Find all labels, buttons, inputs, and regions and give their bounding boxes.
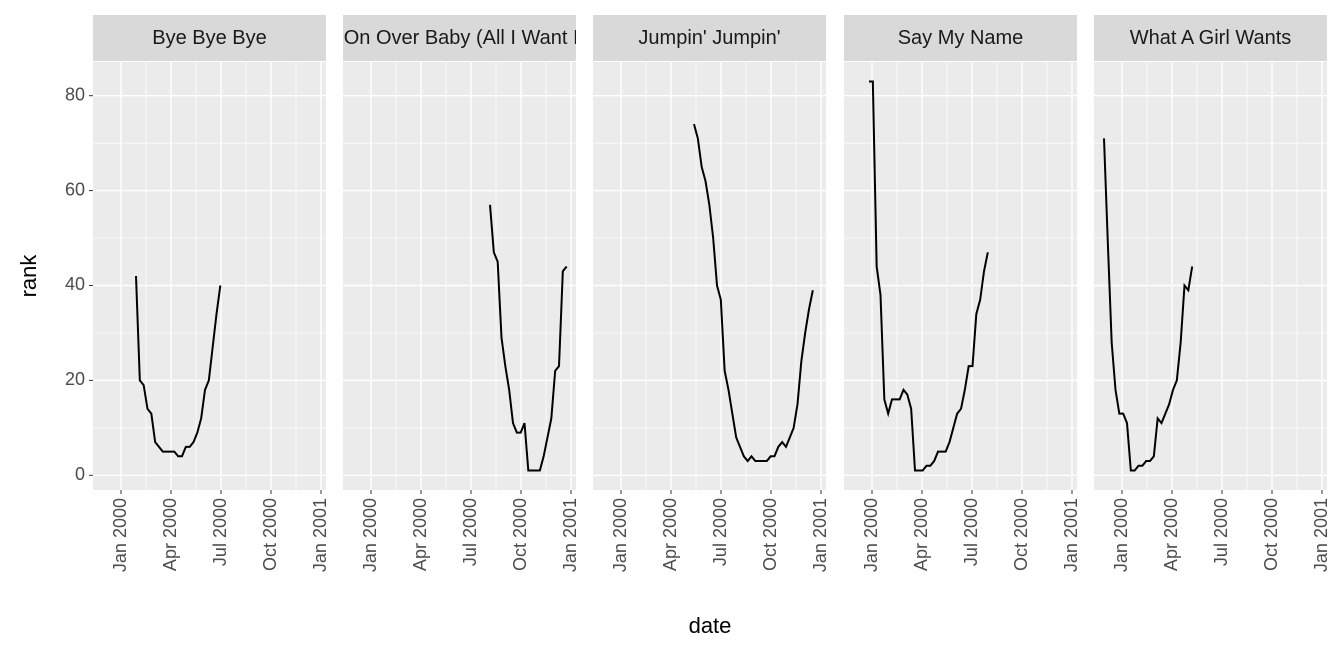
panel	[93, 62, 326, 490]
strip-title: Come On Over Baby (All I Want Is You)	[285, 27, 634, 49]
x-tick-label: Jul 2000	[1211, 498, 1231, 566]
strip-title: Jumpin' Jumpin'	[638, 27, 780, 49]
panel	[343, 62, 576, 490]
x-tick-label: Jan 2000	[360, 498, 380, 572]
x-axis-title: date	[689, 613, 732, 638]
x-tick-label: Apr 2000	[410, 498, 430, 571]
x-tick-label: Jan 2001	[560, 498, 580, 572]
panel	[1094, 62, 1327, 490]
x-tick-label: Apr 2000	[160, 498, 180, 571]
x-tick-label: Oct 2000	[760, 498, 780, 571]
panel	[844, 62, 1077, 490]
strip	[593, 15, 826, 61]
x-tick-label: Jan 2001	[1061, 498, 1081, 572]
x-tick-label: Jul 2000	[460, 498, 480, 566]
y-tick-label: 40	[65, 274, 85, 294]
x-tick-label: Oct 2000	[510, 498, 530, 571]
panel	[593, 62, 826, 490]
strip	[1094, 15, 1327, 61]
strip-title: Say My Name	[898, 27, 1024, 49]
strip-title: What A Girl Wants	[1130, 27, 1292, 49]
y-tick-label: 60	[65, 179, 85, 199]
x-tick-label: Oct 2000	[1261, 498, 1281, 571]
strip	[844, 15, 1077, 61]
x-tick-label: Apr 2000	[911, 498, 931, 571]
strip	[343, 15, 576, 61]
y-tick-label: 0	[75, 464, 85, 484]
x-tick-label: Jan 2001	[1311, 498, 1331, 572]
data-line	[489, 204, 568, 472]
x-tick-label: Oct 2000	[1011, 498, 1031, 571]
x-tick-label: Oct 2000	[260, 498, 280, 571]
x-tick-label: Jul 2000	[961, 498, 981, 566]
x-tick-label: Apr 2000	[1161, 498, 1181, 571]
x-tick-label: Jan 2000	[610, 498, 630, 572]
data-line	[869, 80, 989, 472]
x-tick-label: Jan 2001	[310, 498, 330, 572]
strip-title: Bye Bye Bye	[152, 27, 267, 49]
x-tick-label: Jul 2000	[210, 498, 230, 566]
x-tick-label: Jan 2001	[810, 498, 830, 572]
data-line	[693, 123, 814, 463]
x-tick-label: Apr 2000	[660, 498, 680, 571]
data-line	[135, 275, 222, 458]
y-tick-label: 80	[65, 84, 85, 104]
x-tick-label: Jan 2000	[110, 498, 130, 572]
x-tick-label: Jan 2000	[1111, 498, 1131, 572]
data-line	[1103, 138, 1194, 472]
x-tick-label: Jan 2000	[861, 498, 881, 572]
strip	[93, 15, 326, 61]
y-tick-label: 20	[65, 369, 85, 389]
y-axis-title: rank	[16, 254, 41, 298]
x-tick-label: Jul 2000	[710, 498, 730, 566]
